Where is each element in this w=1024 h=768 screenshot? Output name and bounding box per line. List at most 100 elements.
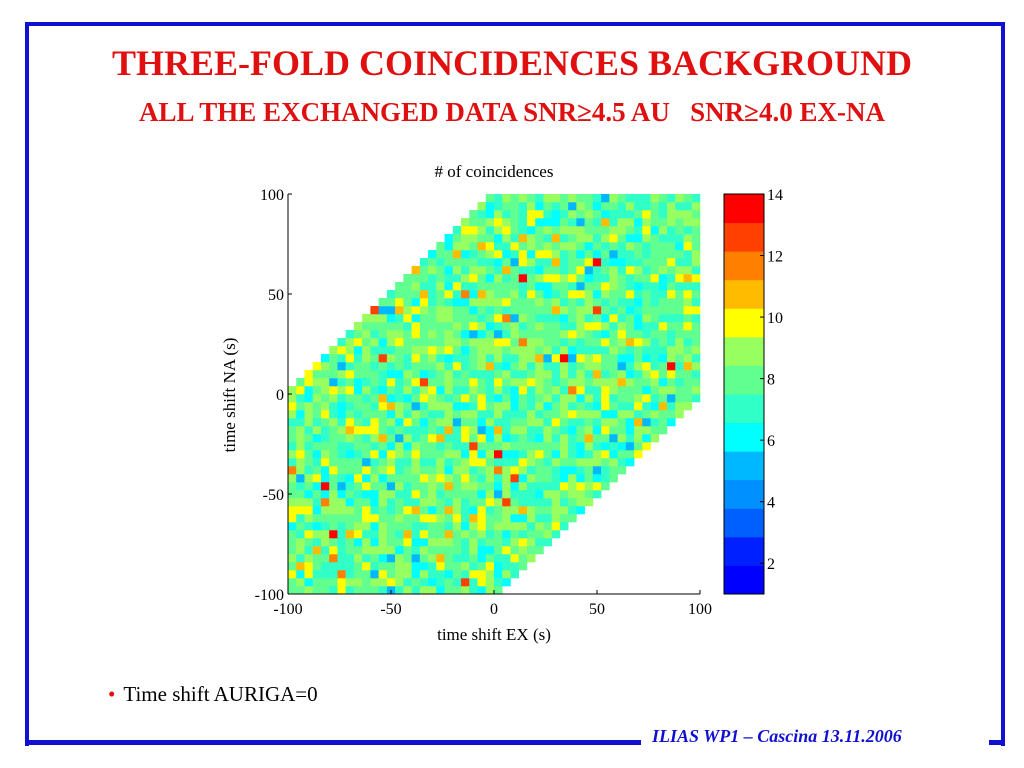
heatmap-cell [485,482,495,491]
heatmap-cell [444,322,454,331]
heatmap-cell [469,522,478,531]
heatmap-cell [395,466,404,475]
heatmap-cell [469,458,478,467]
heatmap-cell [419,282,429,291]
heatmap-cell [428,474,437,483]
heatmap-cell [386,506,396,515]
heatmap-cell [518,258,528,267]
heatmap-cell [452,474,462,483]
heatmap-cell [370,450,379,459]
heatmap-cell [428,402,437,411]
heatmap-cell [576,322,585,331]
heatmap-cell [650,410,660,419]
heatmap-cell [617,434,627,443]
heatmap-cell [592,354,602,363]
heatmap-cell [510,466,520,475]
heatmap-cell [461,258,470,267]
heatmap-cell [559,522,569,531]
heatmap-cell [617,466,627,475]
heatmap-cell [576,370,585,379]
heatmap-cell [353,338,363,347]
slide-frame [25,22,1005,746]
heatmap-cell [395,530,404,539]
heatmap-cell [485,370,495,379]
heatmap-cell [494,498,503,507]
heatmap-cell [691,290,701,299]
heatmap-cell [502,266,511,275]
colorbar-segment [724,336,764,366]
heatmap-cell [461,530,470,539]
heatmap-cell [576,194,585,203]
heatmap-cell [568,306,577,315]
heatmap-cell [288,474,297,483]
heatmap-cell [461,458,470,467]
heatmap-cell [485,466,495,475]
heatmap-cell [576,306,585,315]
heatmap-cell [625,210,635,219]
heatmap-cell [485,314,495,323]
heatmap-cell [436,538,445,547]
heatmap-cell [584,458,594,467]
heatmap-cell [551,290,561,299]
heatmap-cell [370,370,379,379]
heatmap-cell [683,338,693,347]
heatmap-cell [642,410,651,419]
heatmap-cell [477,442,487,451]
heatmap-cell [320,482,330,491]
heatmap-cell [329,522,338,531]
heatmap-cell [667,346,676,355]
heatmap-cell [444,274,454,283]
heatmap-cell [485,522,495,531]
heatmap-cell [526,554,536,563]
heatmap-cell [691,346,701,355]
heatmap-cell [296,442,305,451]
heatmap-cell [691,378,701,387]
heatmap-cell [469,474,478,483]
heatmap-cell [683,258,693,267]
heatmap-cell [477,210,487,219]
heatmap-cell [510,458,520,467]
heatmap-cell [617,210,627,219]
heatmap-cell [518,554,528,563]
heatmap-cell [551,322,561,331]
heatmap-cell [592,202,602,211]
heatmap-cell [428,250,437,259]
heatmap-cell [494,282,503,291]
heatmap-cell [625,418,635,427]
heatmap-cell [494,274,503,283]
heatmap-cell [494,570,503,579]
heatmap-cell [296,434,305,443]
heatmap-cell [634,346,643,355]
heatmap-cell [592,290,602,299]
heatmap-cell [568,482,577,491]
heatmap-cell [452,482,462,491]
heatmap-cell [584,370,594,379]
heatmap-cell [691,386,701,395]
heatmap-cell [609,250,618,259]
heatmap-cell [559,506,569,515]
heatmap-cell [312,538,322,547]
heatmap-cell [691,362,701,371]
heatmap-cell [419,546,429,555]
heatmap-cell [691,370,701,379]
heatmap-cell [518,490,528,499]
heatmap-cell [329,530,338,539]
heatmap-cell [296,498,305,507]
heatmap-cell [428,570,437,579]
heatmap-cell [403,330,412,339]
heatmap-cell [353,546,363,555]
heatmap-cell [543,266,552,275]
heatmap-cell [370,554,379,563]
heatmap-cell [609,394,618,403]
heatmap-cell [452,386,462,395]
heatmap-cell [551,210,561,219]
heatmap-cell [485,266,495,275]
heatmap-cell [485,498,495,507]
heatmap-cell [378,442,388,451]
heatmap-cell [584,298,594,307]
heatmap-cell [419,394,429,403]
heatmap-cell [609,458,618,467]
heatmap-cell [362,586,371,595]
heatmap-cell [584,306,594,315]
heatmap-cell [362,330,371,339]
